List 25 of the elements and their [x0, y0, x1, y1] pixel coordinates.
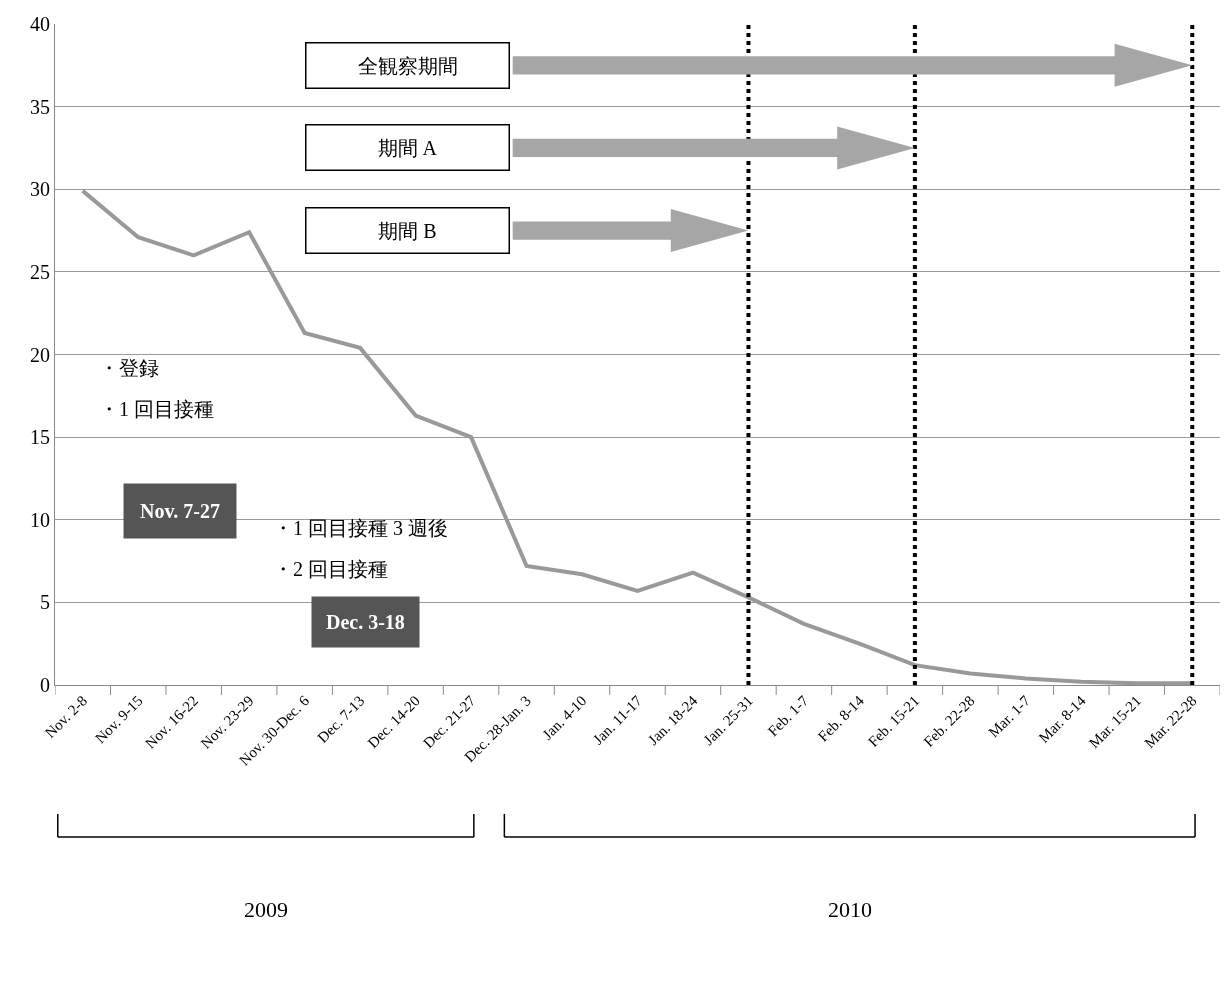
annotation: 期間 B: [378, 219, 437, 242]
text: 2010: [828, 897, 872, 922]
x-tick-label: Feb. 8-14: [814, 692, 868, 745]
annotation: Dec. 3-18: [326, 611, 405, 633]
x-tick-label: Jan. 4-10: [539, 692, 590, 743]
y-tick-label: 25: [30, 260, 50, 283]
annotation: ・1 回目接種: [99, 398, 214, 420]
x-tick-label: Feb. 1-7: [764, 692, 812, 740]
text: 2009: [244, 897, 288, 922]
annotation: 期間 A: [377, 136, 438, 159]
annotation: Nov. 7-27: [140, 500, 220, 522]
y-tick-label: 10: [30, 508, 50, 531]
annotation: ・登録: [99, 357, 159, 379]
x-tick-label: Mar. 1-7: [985, 692, 1034, 741]
x-tick-label: Nov. 9-15: [91, 692, 146, 747]
y-tick-label: 5: [40, 591, 50, 614]
annotation: ・2 回目接種: [273, 558, 388, 580]
x-tick-label: Dec. 7-13: [314, 692, 368, 746]
y-tick-label: 20: [30, 343, 50, 366]
annotation: ・1 回目接種 3 週後: [273, 517, 448, 539]
y-tick-label: 35: [30, 95, 50, 118]
y-tick-label: 15: [30, 426, 50, 449]
y-tick-label: 40: [30, 13, 50, 35]
annotation: 全観察期間: [357, 54, 458, 77]
y-tick-label: 30: [30, 178, 50, 201]
